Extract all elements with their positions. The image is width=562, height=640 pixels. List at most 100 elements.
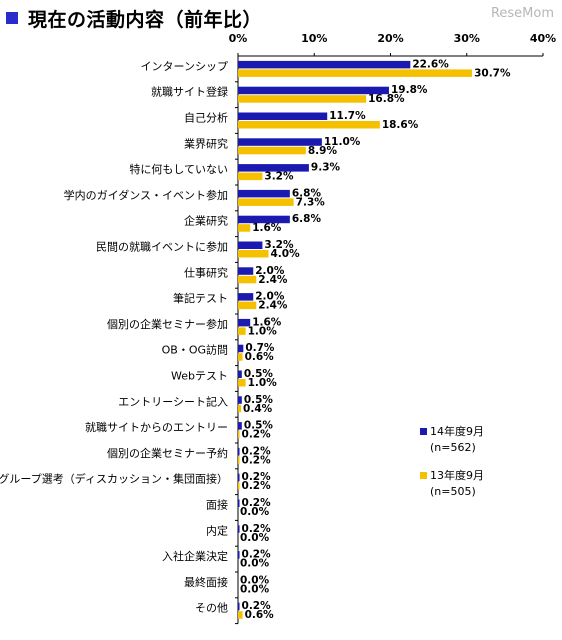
- category-label: 自己分析: [184, 111, 228, 125]
- data-label-series-1: 3.2%: [264, 239, 294, 251]
- bar-series-1: [238, 422, 242, 430]
- data-label-series-2: 30.7%: [474, 67, 511, 79]
- legend-swatch-series-1: [420, 428, 427, 435]
- category-label: 入社企業決定: [162, 549, 228, 563]
- bar-series-1: [238, 86, 389, 95]
- bar-series-1: [238, 293, 254, 301]
- data-label-series-1: 19.8%: [391, 84, 428, 96]
- x-tick-label: 10%: [301, 32, 327, 45]
- data-label-series-2: 0.0%: [240, 532, 270, 544]
- bar-series-2: [238, 250, 269, 258]
- bar-series-2: [238, 69, 473, 77]
- bar-series-2: [238, 224, 251, 232]
- data-label-series-1: 0.2%: [242, 471, 272, 483]
- data-label-series-2: 0.0%: [240, 506, 270, 518]
- category-label: 内定: [206, 523, 228, 537]
- bar-series-1: [238, 215, 290, 224]
- data-label-series-2: 0.6%: [245, 609, 275, 621]
- title-square-icon: [6, 12, 18, 24]
- data-label-series-1: 22.6%: [412, 58, 449, 70]
- bar-series-1: [238, 138, 322, 146]
- bar-series-1: [238, 344, 244, 353]
- legend-label-series-2: 13年度9月: [430, 469, 484, 482]
- data-label-series-2: 7.3%: [296, 196, 326, 208]
- category-label: 就職サイト登録: [151, 85, 228, 99]
- category-label: 民間の就職イベントに参加: [96, 240, 228, 254]
- category-label: 特に何もしていない: [129, 162, 228, 176]
- data-label-series-2: 0.0%: [240, 583, 270, 595]
- bar-series-1: [238, 267, 254, 275]
- category-label: 就職サイトからのエントリー: [85, 420, 228, 434]
- category-label: エントリーシート記入: [118, 394, 228, 408]
- bar-series-1: [238, 60, 411, 69]
- category-label: 個別の企業セミナー参加: [107, 317, 228, 331]
- chart-title: 現在の活動内容（前年比）: [28, 8, 263, 31]
- data-label-series-1: 1.6%: [252, 316, 282, 328]
- data-label-series-1: 11.7%: [329, 110, 366, 122]
- data-label-series-2: 18.6%: [382, 119, 419, 131]
- legend-swatch-series-2: [420, 472, 427, 479]
- bar-series-2: [238, 198, 294, 206]
- bar-series-2: [238, 172, 263, 181]
- bar-series-2: [238, 404, 242, 413]
- data-label-series-1: 0.7%: [245, 342, 275, 354]
- legend-label-series-1: 14年度9月: [430, 425, 484, 438]
- category-label: グループ選考（ディスカッション・集団面接）: [0, 472, 228, 486]
- data-label-series-2: 0.2%: [242, 480, 272, 492]
- bar-series-2: [238, 327, 246, 335]
- data-label-series-1: 6.8%: [292, 187, 322, 199]
- bar-series-1: [238, 447, 240, 456]
- bar-series-1: [238, 525, 240, 533]
- x-tick-label: 30%: [454, 32, 480, 45]
- watermark-logo: ReseMom: [490, 6, 554, 21]
- bar-series-1: [238, 396, 242, 404]
- bar-series-2: [238, 379, 246, 387]
- data-label-series-1: 0.0%: [240, 574, 270, 586]
- bar-series-1: [238, 370, 242, 378]
- category-label: 仕事研究: [184, 265, 228, 279]
- data-label-series-1: 0.2%: [242, 600, 272, 612]
- bar-series-1: [238, 241, 263, 249]
- data-label-series-1: 9.3%: [311, 162, 341, 174]
- data-label-series-2: 2.4%: [258, 274, 288, 286]
- bar-series-2: [238, 301, 257, 310]
- bar-series-2: [238, 430, 240, 439]
- bar-series-2: [238, 482, 240, 490]
- bar-series-1: [238, 602, 240, 611]
- bar-series-1: [238, 499, 240, 507]
- data-label-series-1: 0.2%: [242, 549, 272, 561]
- category-label: 面接: [206, 499, 228, 512]
- data-label-series-2: 2.4%: [258, 300, 288, 312]
- category-label: 個別の企業セミナー予約: [107, 446, 228, 460]
- data-label-series-1: 6.8%: [292, 213, 322, 225]
- title-block: 現在の活動内容（前年比）: [6, 6, 263, 31]
- data-label-series-2: 0.0%: [240, 558, 270, 570]
- data-label-series-2: 0.4%: [243, 403, 273, 415]
- bar-series-1: [238, 551, 240, 559]
- data-label-series-1: 0.5%: [244, 394, 274, 406]
- data-label-series-2: 8.9%: [308, 145, 338, 157]
- bar-series-2: [238, 611, 243, 619]
- bar-series-1: [238, 473, 240, 482]
- legend-note-series-1: (n=562): [430, 441, 476, 454]
- category-label: インターンシップ: [141, 60, 228, 73]
- x-tick-label: 20%: [377, 32, 403, 45]
- legend-item-series-2: 13年度9月 (n=505): [420, 468, 530, 500]
- data-label-series-1: 2.0%: [255, 291, 285, 303]
- category-label: 学内のガイダンス・イベント参加: [64, 188, 228, 202]
- bar-series-1: [238, 164, 309, 172]
- data-label-series-2: 4.0%: [271, 248, 301, 260]
- bar-series-2: [238, 121, 380, 129]
- data-label-series-1: 0.5%: [244, 420, 274, 432]
- bar-series-1: [238, 189, 290, 198]
- legend: 14年度9月 (n=562) 13年度9月 (n=505): [420, 424, 530, 512]
- category-label: Webテスト: [171, 370, 228, 383]
- bar-series-1: [238, 112, 328, 120]
- data-label-series-1: 0.2%: [242, 523, 272, 535]
- data-label-series-2: 3.2%: [264, 171, 294, 183]
- data-label-series-1: 11.0%: [324, 136, 361, 148]
- data-label-series-1: 0.5%: [244, 368, 274, 380]
- bar-series-2: [238, 353, 243, 361]
- data-label-series-2: 0.6%: [245, 351, 275, 363]
- bar-series-2: [238, 456, 240, 464]
